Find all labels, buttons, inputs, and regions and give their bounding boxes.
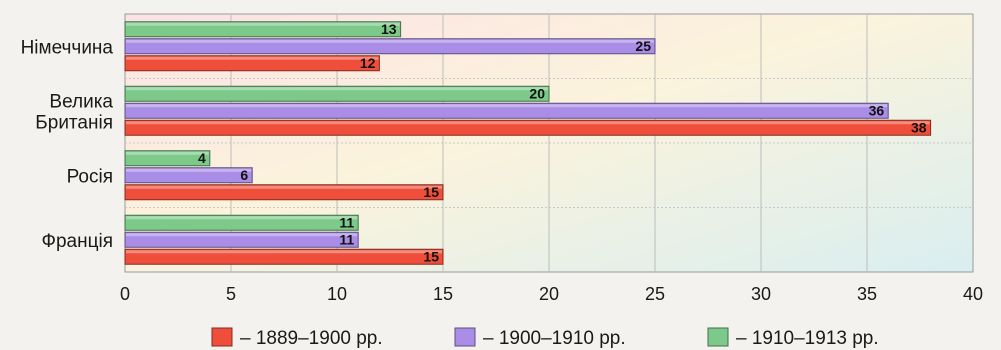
- data-label: 15: [423, 248, 439, 264]
- data-label: 11: [339, 231, 354, 247]
- bar: [124, 102, 889, 119]
- bar-highlight: [126, 250, 442, 254]
- x-tick-label: 25: [645, 284, 665, 304]
- legend-label: – 1900–1910 рр.: [483, 328, 626, 349]
- bar-highlight: [126, 233, 358, 237]
- bar: [124, 184, 444, 201]
- bar: [124, 85, 550, 102]
- x-tick-label: 0: [120, 284, 130, 304]
- data-label: 25: [635, 38, 651, 54]
- x-tick-label: 5: [226, 284, 236, 304]
- bars: [124, 21, 932, 265]
- x-tick-label: 30: [751, 284, 771, 304]
- bar-highlight: [126, 56, 379, 60]
- data-label: 15: [423, 184, 439, 200]
- bar: [124, 150, 211, 167]
- bar: [124, 21, 402, 38]
- bar-highlight: [126, 216, 358, 220]
- data-label: 4: [198, 150, 206, 166]
- bar-highlight: [126, 39, 654, 43]
- data-label: 13: [381, 21, 397, 37]
- bar-highlight: [126, 168, 252, 172]
- legend-label: – 1889–1900 рр.: [240, 328, 383, 349]
- category-label: Велика Британія: [35, 91, 113, 133]
- bar: [124, 248, 444, 265]
- bar: [124, 119, 932, 136]
- category-labels: Німеччина Велика Британія Росія Франція: [21, 37, 114, 252]
- data-label: 6: [240, 167, 248, 183]
- x-tick-label: 40: [963, 284, 983, 304]
- bar: [124, 38, 656, 55]
- bar-highlight: [126, 121, 930, 125]
- legend-swatch: [707, 327, 729, 347]
- category-label: Німеччина: [21, 37, 114, 58]
- data-label: 12: [360, 55, 376, 71]
- bar-highlight: [126, 87, 548, 91]
- bar: [124, 55, 380, 72]
- x-tick-label: 10: [327, 284, 347, 304]
- bar-highlight: [126, 151, 209, 155]
- bar: [124, 167, 253, 184]
- bar: [124, 214, 359, 231]
- category-label: Франція: [42, 231, 113, 252]
- legend-label: – 1910–1913 рр.: [736, 328, 879, 349]
- x-tick-label: 35: [857, 284, 877, 304]
- legend-swatch: [211, 327, 233, 347]
- x-tick-label: 20: [539, 284, 559, 304]
- x-axis-ticks: 0 5 10 15 20 25 30 35 40: [120, 284, 983, 304]
- bar-highlight: [126, 22, 400, 26]
- data-label: 20: [529, 85, 545, 101]
- data-label: 11: [339, 214, 354, 230]
- x-tick-label: 15: [433, 284, 453, 304]
- bar: [124, 231, 359, 248]
- category-label: Росія: [67, 166, 113, 187]
- bar-highlight: [126, 104, 888, 108]
- data-label: 36: [869, 102, 885, 118]
- legend: – 1889–1900 рр. – 1900–1910 рр. – 1910–191…: [211, 327, 879, 349]
- legend-swatch: [454, 327, 476, 347]
- data-label: 38: [911, 119, 927, 135]
- bar-highlight: [126, 185, 442, 189]
